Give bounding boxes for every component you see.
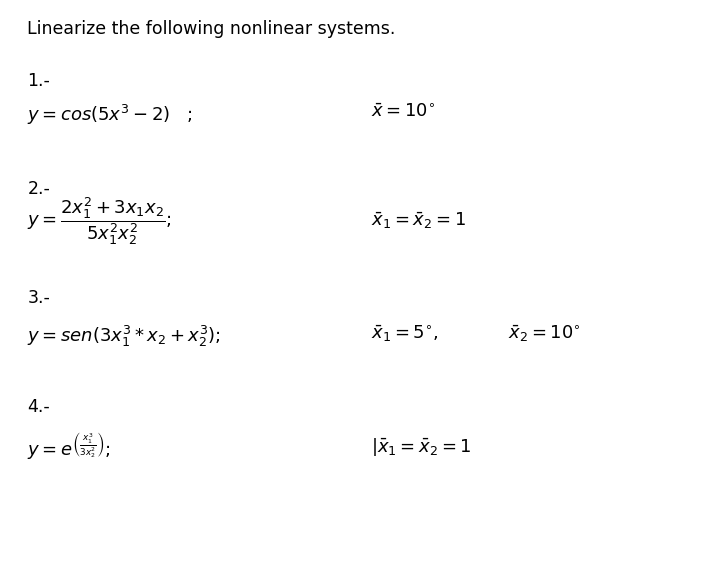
Text: $|\bar{x}_1 = \bar{x}_2 = 1$: $|\bar{x}_1 = \bar{x}_2 = 1$	[371, 436, 472, 458]
Text: 2.-: 2.-	[27, 180, 50, 198]
Text: 3.-: 3.-	[27, 289, 50, 307]
Text: $\bar{x} = 10^{\circ}$: $\bar{x} = 10^{\circ}$	[371, 103, 435, 121]
Text: $\bar{x}_1 = \bar{x}_2 = 1$: $\bar{x}_1 = \bar{x}_2 = 1$	[371, 210, 466, 231]
Text: Linearize the following nonlinear systems.: Linearize the following nonlinear system…	[27, 20, 396, 38]
Text: 4.-: 4.-	[27, 398, 50, 416]
Text: $y = e^{\left(\frac{x_1^3}{3x_2^2}\right)}$;: $y = e^{\left(\frac{x_1^3}{3x_2^2}\right…	[27, 431, 111, 462]
Text: $\bar{x}_1 = 5^{\circ},$: $\bar{x}_1 = 5^{\circ},$	[371, 324, 438, 344]
Text: $\bar{x}_2 = 10^{\circ}$: $\bar{x}_2 = 10^{\circ}$	[508, 324, 580, 344]
Text: $y = \dfrac{2x_1^2+3x_1x_2}{5x_1^2x_2^2}$;: $y = \dfrac{2x_1^2+3x_1x_2}{5x_1^2x_2^2}…	[27, 195, 172, 246]
Text: 1.-: 1.-	[27, 72, 50, 89]
Text: $y = sen(3x_1^3 * x_2 + x_2^3)$;: $y = sen(3x_1^3 * x_2 + x_2^3)$;	[27, 324, 221, 349]
Text: $y = cos(5x^3 - 2)$   ;: $y = cos(5x^3 - 2)$ ;	[27, 103, 193, 127]
